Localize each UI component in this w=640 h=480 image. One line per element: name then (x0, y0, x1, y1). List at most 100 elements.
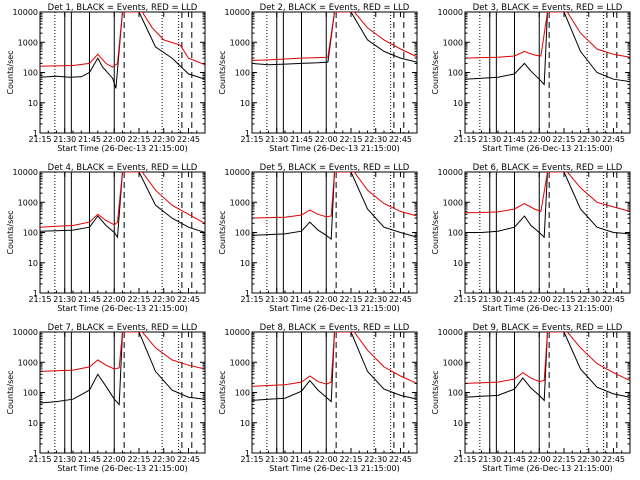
y-tick-label: 10 (453, 259, 463, 268)
x-tick-label: 22:45 (177, 455, 200, 464)
x-axis-label: Start Time (26-Dec-13 21:15:00) (57, 304, 188, 313)
detector-plot-1: Det 1, BLACK = Events, RED = LLD 1 10 100 10… (6, 3, 206, 153)
y-tick-label: 1000 (443, 38, 463, 47)
events-series-line (465, 12, 630, 86)
x-tick-label: 22:45 (177, 135, 200, 144)
y-tick-label: 1000 (230, 38, 250, 47)
plot-title: Det 9, BLACK = Events, RED = LLD (473, 323, 623, 333)
marker-lines (479, 172, 618, 293)
detector-plot-6: Det 6, BLACK = Events, RED = LLD 1 10 100 10… (431, 163, 631, 313)
x-tick-label: 21:45 (503, 455, 526, 464)
y-tick-label: 1 (33, 289, 38, 298)
y-tick-label: 10000 (13, 168, 38, 177)
lld-series-line (252, 12, 417, 61)
events-series-line (252, 172, 417, 241)
marker-lines (266, 12, 405, 133)
y-tick-label: 10 (28, 99, 38, 108)
lld-series-line (465, 12, 630, 59)
x-tick-label: 21:45 (503, 295, 526, 304)
marker-lines (54, 12, 193, 133)
detector-plot-8: Det 8, BLACK = Events, RED = LLD 1 10 100 10… (218, 323, 418, 473)
marker-lines (479, 12, 618, 133)
x-tick-label: 21:45 (78, 295, 101, 304)
x-axis-label: Start Time (26-Dec-13 21:15:00) (482, 144, 613, 153)
detector-plot-9: Det 9, BLACK = Events, RED = LLD 1 10 100 10… (431, 323, 631, 473)
y-axis-label: Counts/sec (218, 210, 227, 254)
x-tick-label: 21:30 (53, 455, 76, 464)
plot-title: Det 4, BLACK = Events, RED = LLD (48, 163, 198, 173)
y-tick-label: 100 (235, 229, 250, 238)
detector-plot-5: Det 5, BLACK = Events, RED = LLD 1 10 100 10… (218, 163, 418, 313)
x-tick-label: 21:30 (478, 295, 501, 304)
y-axis-label: Counts/sec (431, 370, 440, 414)
x-tick-label: 22:15 (339, 295, 362, 304)
lld-series-line (465, 332, 630, 384)
x-tick-label: 21:30 (265, 135, 288, 144)
x-tick-label: 22:00 (528, 295, 551, 304)
y-tick-label: 100 (448, 229, 463, 238)
x-tick-label: 22:00 (103, 135, 126, 144)
x-tick-label: 22:15 (552, 135, 575, 144)
x-tick-label: 22:45 (602, 455, 625, 464)
y-tick-label: 10 (240, 99, 250, 108)
y-tick-label: 1000 (230, 198, 250, 207)
x-axis-label: Start Time (26-Dec-13 21:15:00) (269, 144, 400, 153)
x-tick-label: 22:00 (103, 295, 126, 304)
y-tick-label: 1000 (18, 38, 38, 47)
y-tick-label: 10 (240, 259, 250, 268)
events-series-line (40, 12, 205, 89)
x-tick-label: 22:30 (577, 135, 600, 144)
detector-plot-3: Det 3, BLACK = Events, RED = LLD 1 10 100 10… (431, 3, 631, 153)
events-series-line (465, 332, 630, 402)
x-tick-label: 21:15 (28, 295, 51, 304)
x-tick-label: 22:15 (127, 135, 150, 144)
x-tick-label: 21:30 (53, 135, 76, 144)
x-tick-label: 22:15 (552, 455, 575, 464)
x-tick-label: 21:45 (290, 455, 313, 464)
lld-series-line (465, 172, 630, 214)
y-tick-label: 1000 (230, 358, 250, 367)
plot-title: Det 6, BLACK = Events, RED = LLD (473, 163, 623, 173)
y-tick-label: 1000 (18, 358, 38, 367)
plot-title: Det 1, BLACK = Events, RED = LLD (48, 3, 198, 13)
y-tick-label: 100 (448, 69, 463, 78)
x-tick-label: 22:45 (602, 135, 625, 144)
x-tick-label: 22:00 (528, 135, 551, 144)
x-tick-label: 22:30 (364, 135, 387, 144)
y-tick-label: 10000 (13, 8, 38, 17)
x-axis-label: Start Time (26-Dec-13 21:15:00) (269, 464, 400, 473)
x-tick-label: 22:30 (364, 295, 387, 304)
x-tick-label: 22:45 (389, 455, 412, 464)
plot-title: Det 5, BLACK = Events, RED = LLD (260, 163, 410, 173)
x-tick-label: 22:45 (389, 135, 412, 144)
y-tick-label: 100 (235, 69, 250, 78)
y-tick-label: 10 (240, 419, 250, 428)
x-axis-label: Start Time (26-Dec-13 21:15:00) (57, 144, 188, 153)
x-tick-label: 21:30 (53, 295, 76, 304)
y-tick-label: 10000 (13, 328, 38, 337)
x-tick-label: 22:00 (103, 455, 126, 464)
y-tick-label: 10000 (438, 328, 463, 337)
y-tick-label: 1 (245, 129, 250, 138)
x-tick-label: 21:45 (290, 135, 313, 144)
y-tick-label: 1000 (443, 198, 463, 207)
x-tick-label: 21:15 (240, 295, 263, 304)
x-tick-label: 21:30 (265, 295, 288, 304)
x-tick-label: 21:15 (240, 135, 263, 144)
x-tick-label: 22:30 (152, 135, 175, 144)
y-tick-label: 1000 (18, 198, 38, 207)
y-tick-label: 1 (458, 129, 463, 138)
x-axis-label: Start Time (26-Dec-13 21:15:00) (269, 304, 400, 313)
y-tick-label: 10000 (438, 168, 463, 177)
x-tick-label: 21:45 (290, 295, 313, 304)
lld-series-line (40, 12, 205, 68)
y-tick-label: 10000 (438, 8, 463, 17)
y-axis-label: Counts/sec (218, 50, 227, 94)
y-tick-label: 1 (245, 289, 250, 298)
x-tick-label: 21:15 (453, 455, 476, 464)
x-tick-label: 22:15 (127, 295, 150, 304)
y-tick-label: 10 (453, 99, 463, 108)
x-tick-label: 22:30 (577, 455, 600, 464)
x-axis-label: Start Time (26-Dec-13 21:15:00) (57, 464, 188, 473)
